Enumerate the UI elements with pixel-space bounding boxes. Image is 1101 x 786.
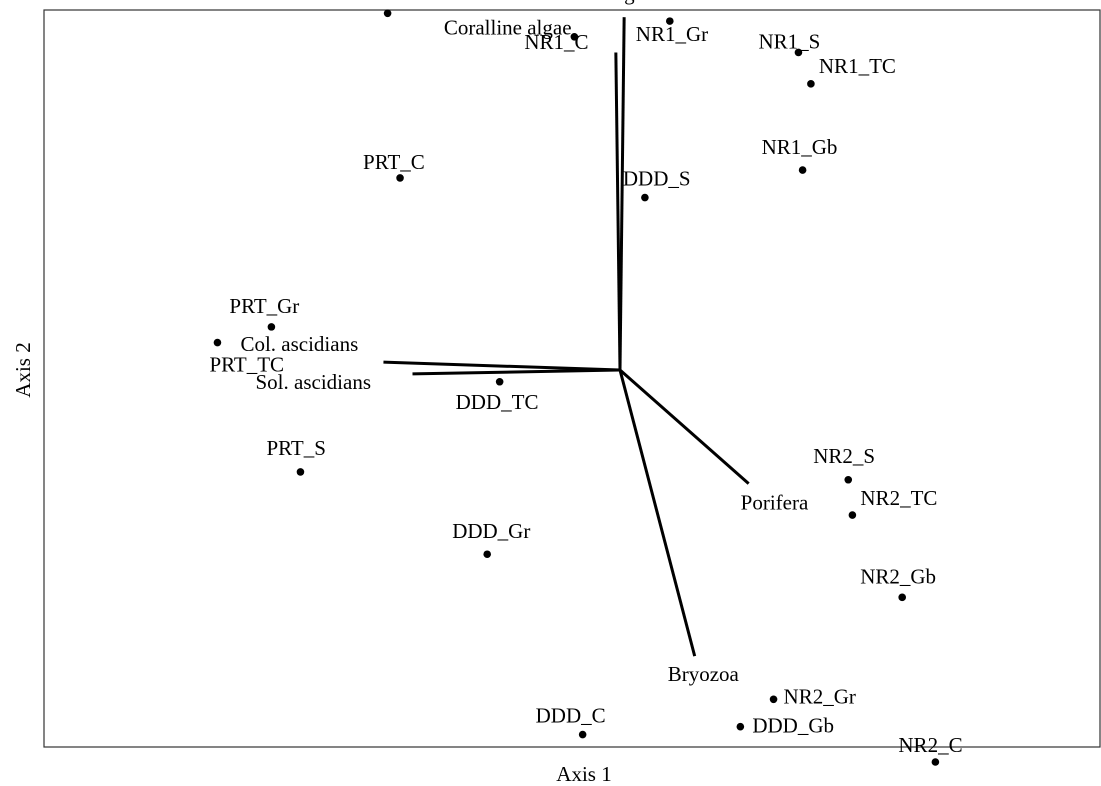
point-label: PRT_Gr — [229, 294, 299, 318]
point-label: NR2_Gr — [784, 684, 856, 708]
data-point — [570, 33, 579, 41]
point-label: NR2_Gb — [860, 564, 936, 588]
vector-label: Porifera — [741, 491, 809, 515]
point-label: NR1_C — [524, 30, 588, 54]
point-label: PRT_S — [266, 436, 325, 460]
data-point — [483, 550, 492, 559]
data-point — [383, 9, 392, 18]
point-label: PRT_TC — [209, 353, 284, 377]
point-label: NR1_Gb — [762, 135, 838, 159]
data-point — [794, 48, 803, 57]
data-point — [666, 17, 674, 25]
point-label: DDD_Gr — [452, 519, 530, 543]
vector-line — [619, 368, 750, 485]
point-label: NR1_TC — [819, 54, 896, 78]
y-axis-title: Axis 2 — [11, 342, 35, 397]
vector-label: Bryozoa — [668, 662, 740, 686]
point-label: NR1_Gr — [636, 22, 708, 46]
data-point — [931, 758, 940, 766]
point-label: DDD_C — [536, 704, 606, 728]
vector-label: Col. ascidians — [240, 332, 358, 356]
data-point — [798, 166, 807, 174]
data-point — [769, 695, 778, 704]
point-label: PRT_C — [363, 150, 425, 174]
vector-line — [614, 52, 622, 371]
vector-label: Turf algae — [567, 0, 653, 5]
vector-label: Sol. ascidians — [256, 370, 372, 394]
point-label: DDD_S — [623, 167, 691, 191]
point-label: NR2_TC — [860, 486, 937, 510]
point-label: DDD_TC — [456, 390, 539, 414]
vector-layer: Turf algae Coralline algae Col. ascidians S… — [240, 0, 809, 686]
data-point — [898, 593, 906, 602]
vector-label: Coralline algae — [444, 15, 572, 39]
data-point — [296, 468, 305, 476]
vector-line — [618, 369, 697, 657]
point-label: NR2_C — [898, 733, 962, 757]
data-point — [396, 174, 404, 182]
data-point — [267, 323, 276, 331]
data-point — [807, 80, 815, 88]
point-label: NR1_S — [758, 29, 820, 53]
data-point — [578, 730, 587, 739]
vector-line — [383, 360, 621, 372]
point-label: NR2_S — [813, 444, 875, 468]
plot-frame — [43, 9, 1101, 748]
x-axis-title: Axis 1 — [556, 762, 611, 786]
data-point — [848, 511, 857, 519]
point-label: DDD_Gb — [752, 714, 834, 738]
data-point — [844, 475, 853, 484]
data-point — [641, 193, 649, 202]
vector-line — [412, 368, 621, 376]
data-point — [495, 377, 504, 386]
point-label: PRT_Gb — [350, 0, 423, 2]
data-point — [736, 722, 745, 731]
data-point — [213, 338, 222, 347]
